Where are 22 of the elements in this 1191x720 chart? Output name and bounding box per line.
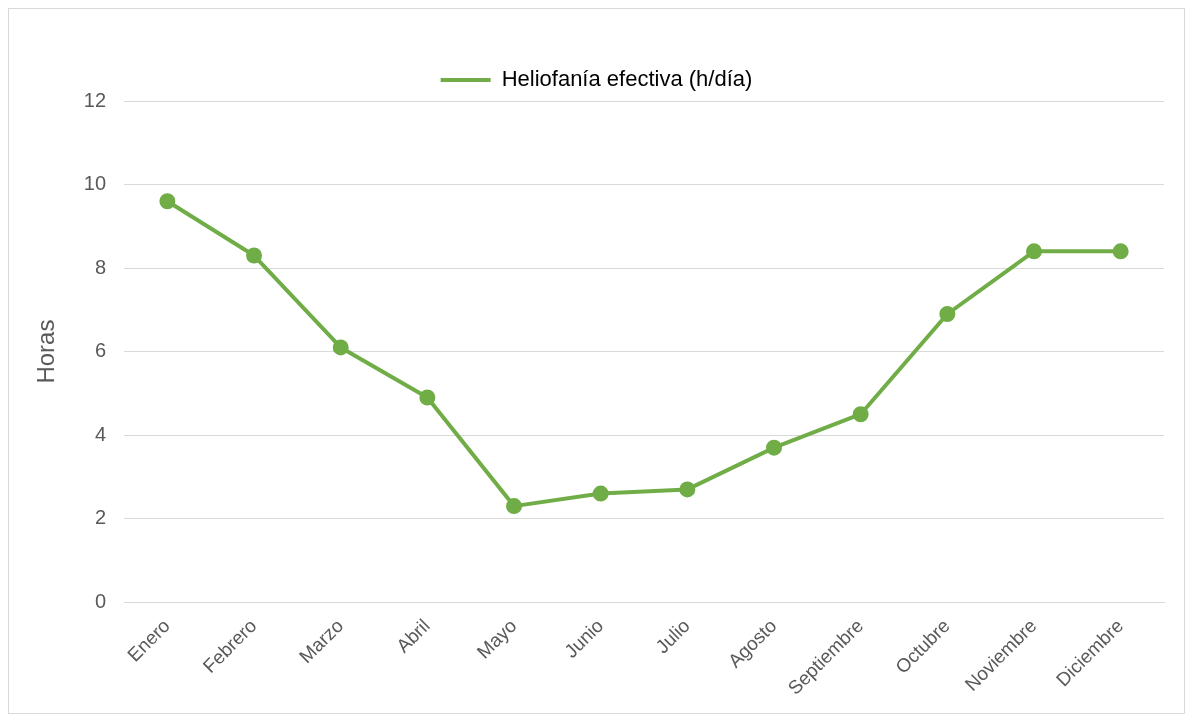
y-tick-label: 8 bbox=[94, 255, 107, 278]
point bbox=[679, 481, 696, 498]
point bbox=[592, 485, 609, 502]
point bbox=[1112, 243, 1129, 260]
point bbox=[246, 247, 263, 264]
point bbox=[852, 406, 869, 423]
point bbox=[419, 389, 436, 406]
y-tick-label: 10 bbox=[83, 172, 107, 195]
y-tick-label: 0 bbox=[94, 589, 107, 612]
point bbox=[1026, 243, 1043, 260]
point bbox=[159, 193, 176, 210]
y-axis-title: Horas bbox=[32, 319, 60, 384]
y-tick-label: 6 bbox=[94, 339, 107, 362]
y-tick-label: 2 bbox=[94, 506, 107, 529]
y-tick-label: 12 bbox=[83, 88, 107, 111]
point bbox=[766, 439, 783, 456]
point bbox=[506, 498, 523, 515]
point bbox=[332, 339, 349, 356]
x-tick-label: Julio bbox=[651, 614, 694, 658]
legend-label: Heliofanía efectiva (h/día) bbox=[501, 66, 753, 92]
y-tick-label: 4 bbox=[94, 422, 107, 445]
point bbox=[939, 306, 956, 322]
